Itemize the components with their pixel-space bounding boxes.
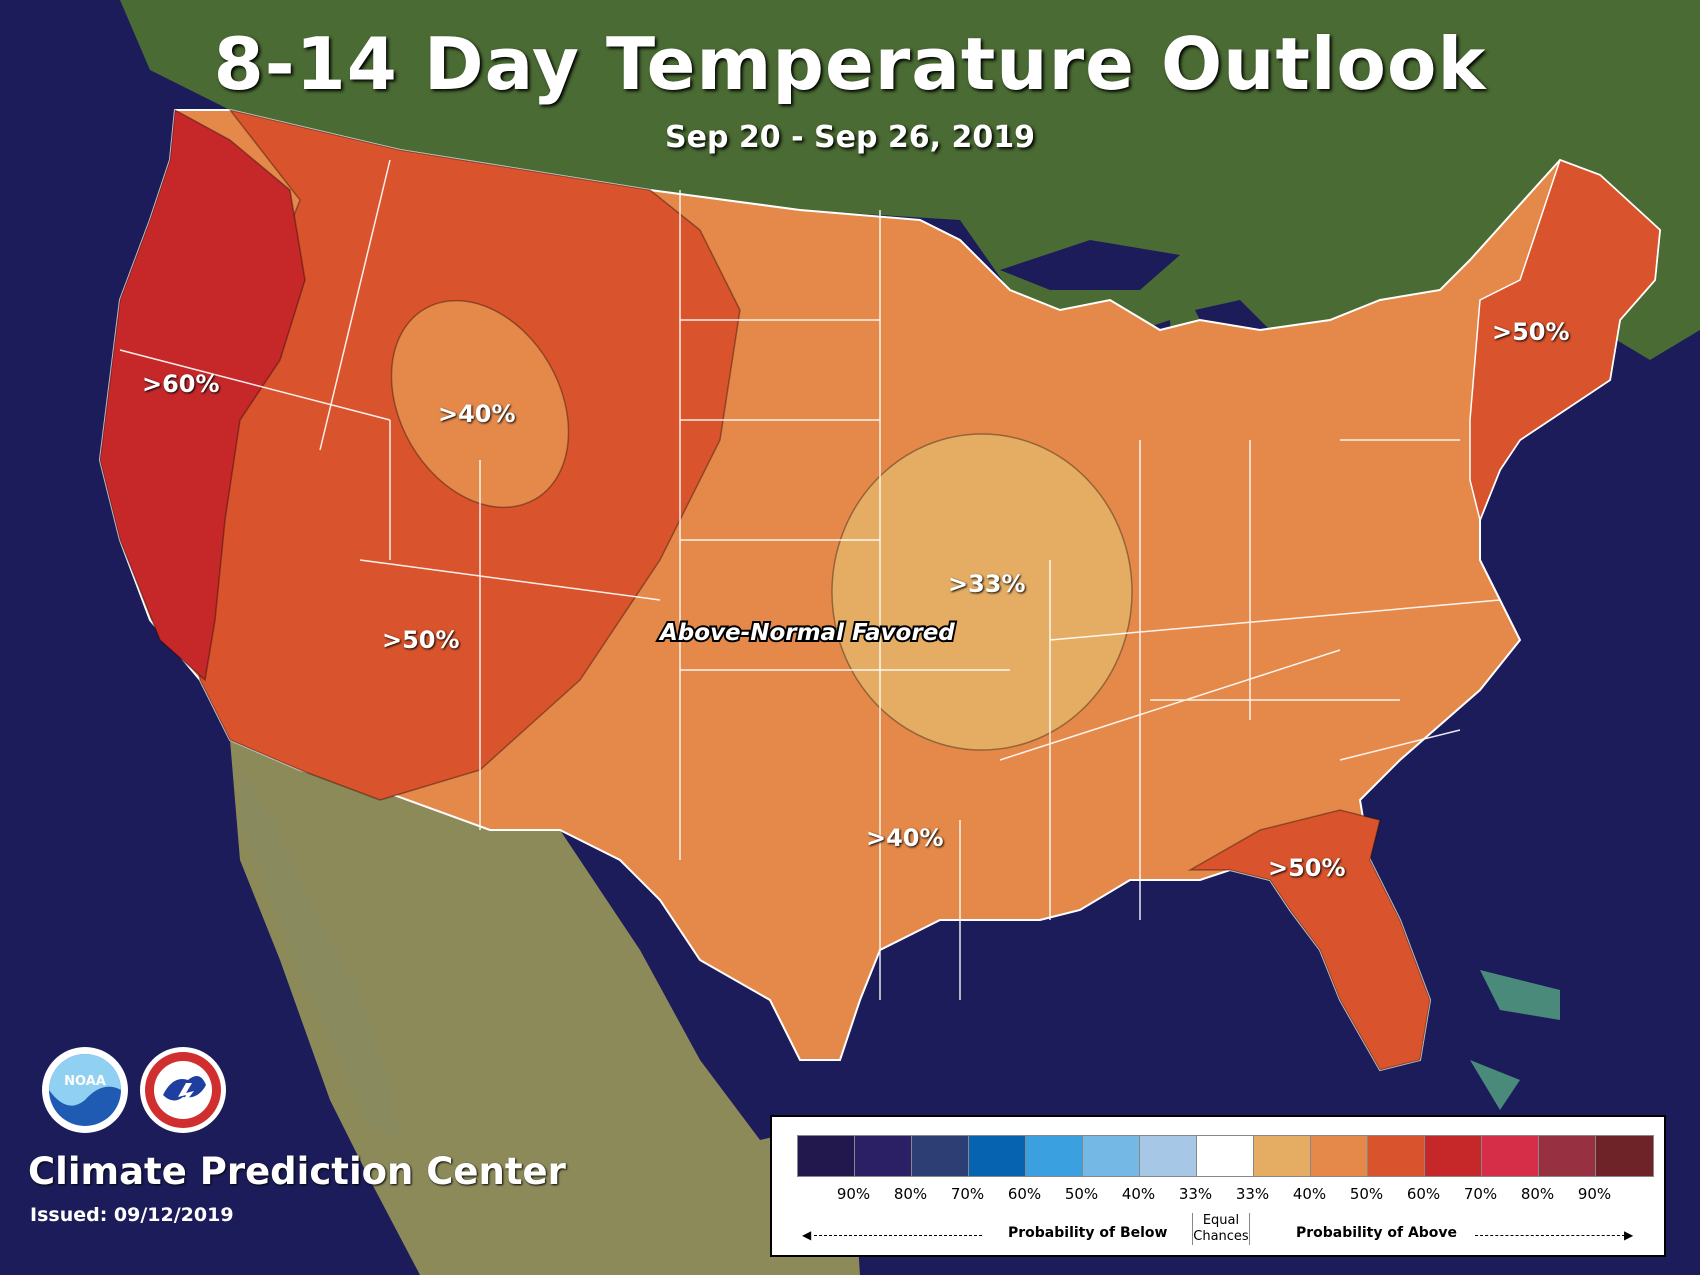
great-lakes: [1000, 240, 1450, 460]
legend-tick-label: 80%: [1520, 1185, 1555, 1203]
map-subtitle: Sep 20 - Sep 26, 2019: [665, 120, 1035, 155]
label-northern-rockies: >40%: [438, 400, 516, 428]
label-west-coast: >60%: [142, 370, 220, 398]
region-above-50-florida: [1187, 809, 1431, 1071]
org-name: Climate Prediction Center: [28, 1150, 566, 1193]
region-above-50-northeast: [1469, 159, 1661, 523]
svg-text:NOAA: NOAA: [64, 1074, 106, 1089]
legend-tick-label: 70%: [1463, 1185, 1498, 1203]
legend-tick-label: 50%: [1064, 1185, 1099, 1203]
legend-tick-label: 33%: [1178, 1185, 1213, 1203]
legend-swatch: [1083, 1136, 1140, 1176]
legend-swatch: [1254, 1136, 1311, 1176]
legend-swatch: [855, 1136, 912, 1176]
legend-swatch: [1482, 1136, 1539, 1176]
label-southeast: >50%: [1268, 854, 1346, 882]
legend-equal-chances: Equal Chances: [1192, 1213, 1250, 1245]
legend-swatch: [1596, 1136, 1653, 1176]
below-dash-line: [814, 1235, 982, 1236]
region-above-33-midwest: [831, 433, 1133, 751]
label-texas: >40%: [866, 824, 944, 852]
map-title: 8-14 Day Temperature Outlook: [213, 22, 1487, 106]
label-favored: Above-Normal Favored: [658, 618, 957, 648]
label-southwest: >50%: [382, 626, 460, 654]
noaa-logo-icon: NOAA: [42, 1047, 128, 1133]
baja-land: [240, 770, 400, 1140]
legend-ticks: 90% 80% 70% 60% 50% 40% 33% 33% 40% 50% 60% 70% 80% 9…: [797, 1185, 1623, 1203]
legend-swatch: [912, 1136, 969, 1176]
label-midwest: >33%: [948, 570, 1026, 598]
mexico-land: [230, 740, 860, 1275]
legend-swatch: [969, 1136, 1026, 1176]
nws-logo-icon: [140, 1047, 226, 1133]
region-above-40-rockies: [390, 299, 570, 509]
right-arrowhead-icon: ▶: [1624, 1228, 1634, 1242]
legend-tick-label: 33%: [1235, 1185, 1270, 1203]
issued-date: Issued: 09/12/2019: [30, 1204, 234, 1226]
cuba-bahamas-land: [1470, 970, 1560, 1110]
legend-tick-label: 60%: [1406, 1185, 1441, 1203]
legend-swatch: [1197, 1136, 1254, 1176]
legend-tick-label: 80%: [893, 1185, 928, 1203]
label-northeast: >50%: [1492, 318, 1570, 346]
legend-tick-label: 90%: [836, 1185, 871, 1203]
legend-swatch: [1311, 1136, 1368, 1176]
legend-tick-label: 90%: [1577, 1185, 1612, 1203]
probability-legend: 90% 80% 70% 60% 50% 40% 33% 33% 40% 50% 60% 70% 80% 9…: [770, 1115, 1666, 1257]
region-above-60-west-coast: [99, 108, 306, 682]
legend-tick-label: 40%: [1121, 1185, 1156, 1203]
state-boundaries: [119, 159, 1501, 1000]
legend-equal-label-2: Chances: [1193, 1229, 1249, 1244]
legend-color-bar: [797, 1135, 1654, 1177]
legend-tick-label: 40%: [1292, 1185, 1327, 1203]
legend-swatch: [1140, 1136, 1197, 1176]
legend-swatch: [1425, 1136, 1482, 1176]
legend-equal-label-1: Equal: [1202, 1213, 1240, 1228]
legend-swatch: [1368, 1136, 1425, 1176]
legend-tick-label: 50%: [1349, 1185, 1384, 1203]
legend-swatch: [798, 1136, 855, 1176]
legend-tick-label: 60%: [1007, 1185, 1042, 1203]
legend-swatch: [1539, 1136, 1596, 1176]
legend-tick-label: 70%: [950, 1185, 985, 1203]
legend-above-label: Probability of Above: [1296, 1225, 1458, 1241]
left-arrowhead-icon: ◀: [802, 1228, 812, 1242]
legend-below-label: Probability of Below: [1008, 1225, 1168, 1241]
above-dash-line: [1475, 1235, 1625, 1236]
legend-swatch: [1026, 1136, 1083, 1176]
